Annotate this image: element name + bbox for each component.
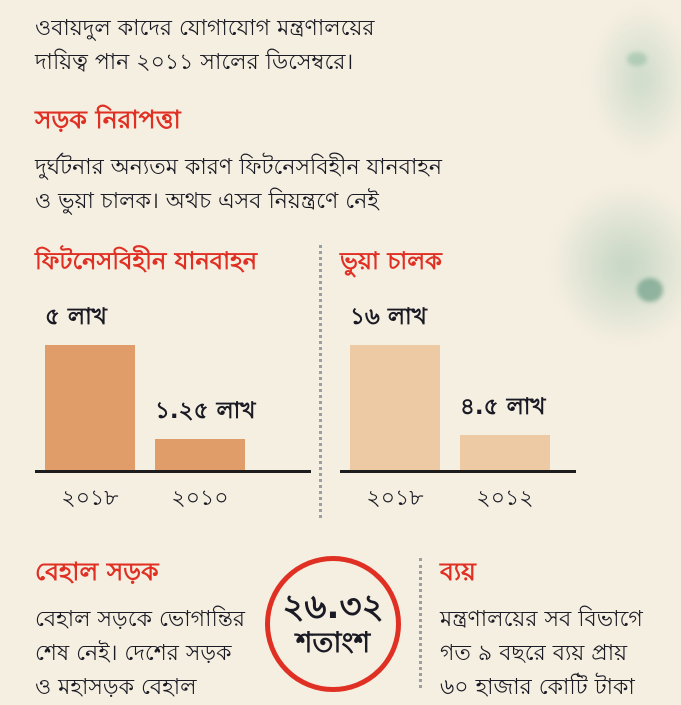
year-label: ২০১২ (476, 486, 534, 511)
heading-expenditure: ব্যয় (440, 557, 476, 586)
bar-value-label: ৪.৫ লাখ (460, 394, 546, 420)
x-axis-labels: ২০১৮ ২০১০ (35, 481, 311, 518)
expenditure-block: ব্যয় মন্ত্রণালয়ের সব বিভাগে গত ৯ বছরে … (440, 552, 675, 705)
bad-roads-line-3: ও মহাসড়ক বেহাল (35, 675, 197, 700)
percentage-value: ২৬.৩২ (282, 586, 384, 627)
bar-2010 (155, 439, 245, 470)
bar-value-label: ১.২৫ লাখ (155, 398, 256, 424)
bar-2018 (350, 345, 440, 470)
bar-group-2018: ৫ লাখ (45, 298, 135, 470)
intro-line-2: দায়িত্ব পান ২০১১ সালের ডিসেম্বরে। (35, 50, 354, 75)
bottom-section: বেহাল সড়ক বেহাল সড়কে ভোগান্তির শেষ নেই… (35, 552, 681, 705)
intro-line-1: ওবায়দুল কাদের যোগাযোগ মন্ত্রণালয়ের (35, 16, 375, 41)
bar-group-2018: ১৬ লাখ (350, 298, 440, 470)
percentage-unit: শতাংশ (295, 626, 371, 660)
dotted-divider-bottom (419, 558, 422, 688)
bar-value-label: ৫ লাখ (45, 304, 107, 330)
bar-2018 (45, 345, 135, 470)
chart-fake-drivers: ভুয়া চালক ১৬ লাখ ৪.৫ লাখ ২০১৮ ২০১২ (340, 243, 576, 518)
x-axis-labels: ২০১৮ ২০১২ (340, 481, 576, 518)
expenditure-line-2: গত ৯ বছরে ব্যয় প্রায় (440, 641, 628, 666)
bad-roads-text: বেহাল সড়কে ভোগান্তির শেষ নেই। দেশের সড়… (35, 603, 263, 705)
dotted-divider-charts (319, 245, 322, 518)
year-label: ২০১৮ (61, 486, 119, 511)
plot-area-unfit-vehicles: ৫ লাখ ১.২৫ লাখ (35, 304, 311, 473)
bar-2012 (460, 435, 550, 470)
year-label: ২০১৮ (366, 486, 424, 511)
bar-group-2010: ১.২৫ লাখ (155, 392, 256, 470)
charts-section: ফিটনেসবিহীন যানবাহন ৫ লাখ ১.২৫ লাখ ২০১৮ … (35, 243, 681, 518)
bar-value-label: ১৬ লাখ (350, 304, 427, 330)
bad-roads-line-1: বেহাল সড়কে ভোগান্তির (35, 607, 246, 632)
heading-bad-roads: বেহাল সড়ক (35, 557, 159, 586)
expenditure-text: মন্ত্রণালয়ের সব বিভাগে গত ৯ বছরে ব্যয় … (440, 603, 675, 705)
intro-text: ওবায়দুল কাদের যোগাযোগ মন্ত্রণালয়ের দায… (35, 12, 681, 80)
road-safety-description: দুর্ঘটনার অন্যতম কারণ ফিটনেসবিহীন যানবাহ… (35, 151, 681, 219)
chart-unfit-vehicles: ফিটনেসবিহীন যানবাহন ৫ লাখ ১.২৫ লাখ ২০১৮ … (35, 243, 311, 518)
bad-roads-line-2: শেষ নেই। দেশের সড়ক (35, 641, 232, 666)
plot-area-fake-drivers: ১৬ লাখ ৪.৫ লাখ (340, 304, 576, 473)
year-label: ২০১০ (171, 486, 229, 511)
bad-roads-block: বেহাল সড়ক বেহাল সড়কে ভোগান্তির শেষ নেই… (35, 552, 263, 705)
chart-title-unfit-vehicles: ফিটনেসবিহীন যানবাহন (35, 247, 258, 275)
description-line-1: দুর্ঘটনার অন্যতম কারণ ফিটনেসবিহীন যানবাহ… (35, 155, 443, 180)
expenditure-line-3: ৬০ হাজার কোটি টাকা (440, 675, 635, 700)
expenditure-line-1: মন্ত্রণালয়ের সব বিভাগে (440, 607, 643, 632)
section-heading-road-safety: সড়ক নিরাপত্তা (35, 105, 181, 134)
chart-title-fake-drivers: ভুয়া চালক (340, 247, 442, 275)
percentage-circle: ২৬.৩২ শতাংশ (265, 556, 401, 692)
description-line-2: ও ভুয়া চালক। অথচ এসব নিয়ন্ত্রণে নেই (35, 189, 379, 214)
bar-group-2012: ৪.৫ লাখ (460, 388, 550, 470)
